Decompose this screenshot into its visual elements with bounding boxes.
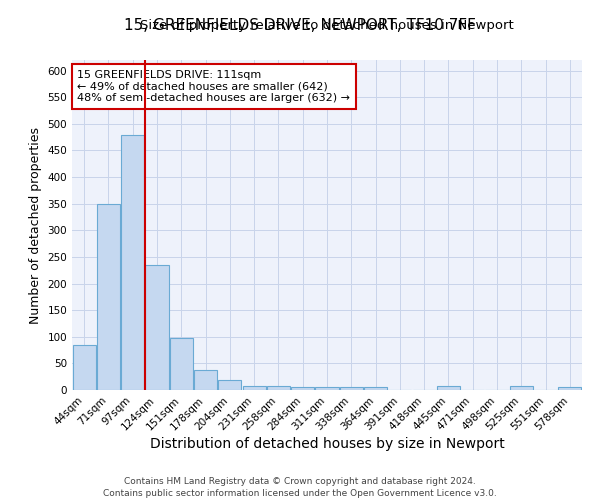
Bar (510, 386, 533, 390)
Bar (291, 388, 314, 390)
Bar (170, 338, 193, 390)
Bar (218, 380, 241, 390)
Bar (340, 388, 363, 390)
Text: 15 GREENFIELDS DRIVE: 111sqm
← 49% of detached houses are smaller (642)
48% of s: 15 GREENFIELDS DRIVE: 111sqm ← 49% of de… (77, 70, 350, 103)
Bar (437, 386, 460, 390)
X-axis label: Distribution of detached houses by size in Newport: Distribution of detached houses by size … (149, 438, 505, 452)
Bar (316, 388, 338, 390)
Bar (97, 204, 120, 390)
Bar (73, 345, 95, 390)
Text: 15, GREENFIELDS DRIVE, NEWPORT, TF10 7FF: 15, GREENFIELDS DRIVE, NEWPORT, TF10 7FF (124, 18, 476, 32)
Bar (364, 388, 387, 390)
Bar (145, 265, 169, 390)
Y-axis label: Number of detached properties: Number of detached properties (29, 126, 42, 324)
Text: Contains HM Land Registry data © Crown copyright and database right 2024.
Contai: Contains HM Land Registry data © Crown c… (103, 476, 497, 498)
Bar (121, 134, 144, 390)
Bar (267, 386, 290, 390)
Title: Size of property relative to detached houses in Newport: Size of property relative to detached ho… (140, 20, 514, 32)
Bar (559, 388, 581, 390)
Bar (194, 370, 217, 390)
Bar (242, 386, 266, 390)
